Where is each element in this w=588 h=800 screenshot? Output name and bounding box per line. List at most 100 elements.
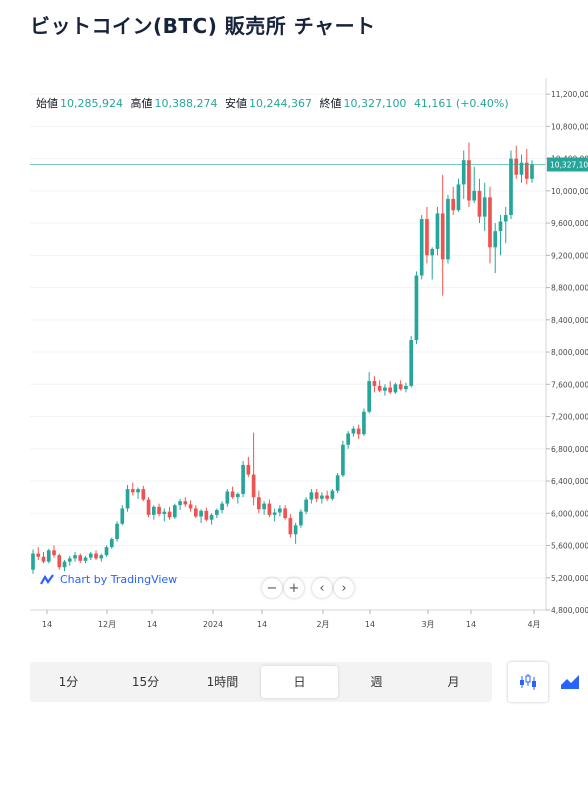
candle-body: [188, 504, 193, 509]
candle-body: [178, 501, 182, 506]
price-tick-label: 6,800,000: [551, 445, 588, 454]
candle: [451, 186, 456, 216]
candlestick-type-button[interactable]: [508, 662, 548, 702]
candle-body: [330, 490, 335, 499]
candle-body: [99, 555, 104, 559]
area-type-button[interactable]: [550, 662, 588, 702]
tradingview-watermark[interactable]: Chart by TradingView: [40, 573, 177, 586]
candle-body: [272, 512, 277, 515]
candle: [246, 456, 251, 477]
candle-body: [404, 385, 408, 390]
candle: [146, 497, 151, 518]
candle: [472, 166, 477, 203]
candle: [498, 215, 503, 256]
candle: [335, 472, 340, 494]
current-price-label: 10,327,100: [550, 160, 588, 169]
candle-body: [514, 158, 519, 175]
candle: [425, 206, 429, 264]
tab-month[interactable]: 月: [447, 675, 460, 689]
candle-body: [524, 162, 529, 179]
candle: [419, 215, 424, 280]
high-label: 高値: [130, 97, 153, 110]
candle: [351, 426, 356, 437]
tab-week[interactable]: 週: [370, 675, 383, 689]
scroll-right-button[interactable]: ›: [334, 578, 354, 598]
candle: [288, 514, 293, 538]
price-tick-label: 8,800,000: [551, 284, 588, 293]
candle-body: [41, 556, 46, 562]
tab-day[interactable]: 日: [261, 666, 338, 698]
candle: [193, 505, 198, 519]
candle-body: [52, 550, 56, 556]
candle: [524, 148, 529, 185]
candle: [162, 508, 167, 522]
candle: [519, 154, 524, 183]
candle-body: [88, 553, 93, 558]
candle-body: [209, 514, 214, 520]
candle-body: [362, 411, 366, 435]
area-chart-icon: [561, 675, 579, 689]
candle-body: [78, 555, 83, 561]
candle: [167, 506, 172, 520]
time-tick-label: 14: [42, 620, 52, 629]
price-chart[interactable]: 11,200,00010,800,00010,400,00010,000,000…: [0, 0, 588, 640]
candle: [57, 553, 62, 570]
price-tick-label: 6,000,000: [551, 509, 588, 518]
timeframe-tabs: 1分 15分 1時間 日 週 月: [30, 662, 492, 702]
candle: [283, 505, 287, 520]
time-tick-label: 4月: [527, 620, 540, 629]
candle: [330, 489, 335, 501]
candle-body: [320, 495, 324, 499]
candle-body: [356, 428, 361, 435]
candle: [299, 509, 303, 528]
candle-body: [372, 381, 377, 386]
zoom-in-button[interactable]: +: [284, 578, 304, 598]
time-tick-label: 2月: [316, 620, 329, 629]
candle: [514, 145, 519, 179]
candle: [278, 505, 282, 517]
candle: [141, 485, 146, 502]
candle: [493, 223, 498, 274]
candle-body: [94, 553, 98, 559]
candle: [356, 424, 361, 440]
high-value: 10,388,274: [154, 97, 218, 110]
candle-body: [409, 339, 414, 386]
candle-body: [383, 387, 387, 391]
scroll-left-button[interactable]: ‹: [312, 578, 332, 598]
current-price-tag: [547, 157, 588, 172]
candle-body: [304, 499, 308, 512]
candle-body: [288, 518, 293, 535]
candle-body: [482, 197, 487, 217]
candle-body: [251, 474, 256, 498]
candle: [530, 160, 534, 183]
candle: [503, 206, 508, 244]
candle-body: [73, 555, 77, 559]
candle-body: [388, 387, 393, 393]
candle-body: [172, 505, 177, 518]
candle-body: [446, 198, 450, 260]
candle-body: [493, 231, 498, 248]
tab-1hour[interactable]: 1時間: [206, 675, 239, 689]
candle-body: [367, 381, 372, 412]
candle-body: [31, 553, 35, 570]
price-tick-label: 8,000,000: [551, 348, 588, 357]
price-tick-label: 7,200,000: [551, 413, 588, 422]
candle-body: [220, 503, 224, 511]
candle-body: [257, 497, 261, 510]
candle: [109, 537, 114, 549]
candle-body: [341, 444, 345, 476]
candle-body: [215, 510, 219, 515]
candle-body: [162, 511, 167, 515]
candle: [509, 150, 513, 220]
tab-15min[interactable]: 15分: [131, 675, 160, 689]
candle: [372, 376, 377, 393]
candle: [241, 460, 245, 498]
candle-body: [346, 433, 350, 445]
candle-body: [440, 213, 445, 260]
candle: [125, 485, 130, 512]
zoom-out-button[interactable]: −: [262, 578, 282, 598]
price-tick-label: 6,400,000: [551, 477, 588, 486]
candle: [209, 513, 214, 525]
tab-1min[interactable]: 1分: [58, 675, 79, 689]
candle-body: [530, 164, 534, 179]
